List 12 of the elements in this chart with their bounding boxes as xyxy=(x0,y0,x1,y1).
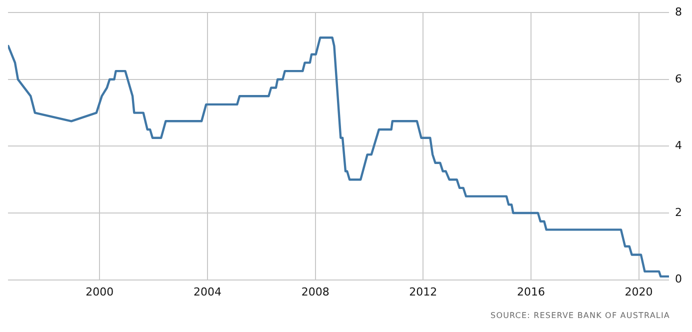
x-tick-label: 2000 xyxy=(86,285,114,298)
y-tick-label: 4 xyxy=(675,139,682,152)
y-tick-label: 2 xyxy=(675,206,682,219)
x-tick-label: 2016 xyxy=(516,285,545,298)
source-note: SOURCE: RESERVE BANK OF AUSTRALIA xyxy=(490,311,670,320)
x-tick-label: 2012 xyxy=(409,285,438,298)
y-tick-label: 8 xyxy=(675,5,682,18)
x-tick-label: 2004 xyxy=(193,285,222,298)
y-tick-label: 0 xyxy=(675,272,682,286)
y-tick-label: 6 xyxy=(675,72,682,86)
x-tick-label: 2008 xyxy=(301,285,330,298)
x-tick-label: 2020 xyxy=(624,285,653,298)
